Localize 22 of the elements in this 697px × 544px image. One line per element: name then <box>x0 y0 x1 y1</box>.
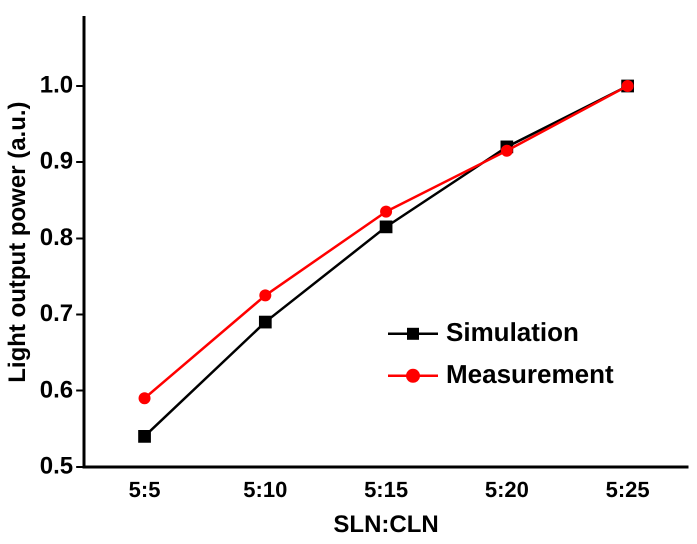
point <box>138 430 151 443</box>
x-tick-label: 5:10 <box>243 477 288 502</box>
x-tick-label: 5:15 <box>364 477 408 502</box>
point <box>138 392 151 404</box>
y-tick-label: 0.6 <box>40 376 74 404</box>
x-tick-label: 5:5 <box>128 477 160 502</box>
x-tick-label: 5:25 <box>606 477 650 502</box>
legend-label: Measurement <box>446 358 614 389</box>
y-tick-label: 0.8 <box>40 224 74 251</box>
y-tick-label: 0.7 <box>40 300 74 328</box>
legend-label: Simulation <box>446 316 579 347</box>
point <box>380 220 392 234</box>
point <box>380 206 392 218</box>
y-tick-label: 0.9 <box>40 148 74 175</box>
point <box>259 289 272 302</box>
y-tick-label: 0.5 <box>40 452 74 480</box>
y-axis-title: Light output power (a.u.) <box>4 101 32 383</box>
point <box>258 316 272 328</box>
point <box>500 144 513 157</box>
x-tick-label: 5:20 <box>484 477 529 502</box>
x-axis-title: SLN:CLN <box>333 511 439 538</box>
y-tick-label: 1.0 <box>40 72 74 99</box>
